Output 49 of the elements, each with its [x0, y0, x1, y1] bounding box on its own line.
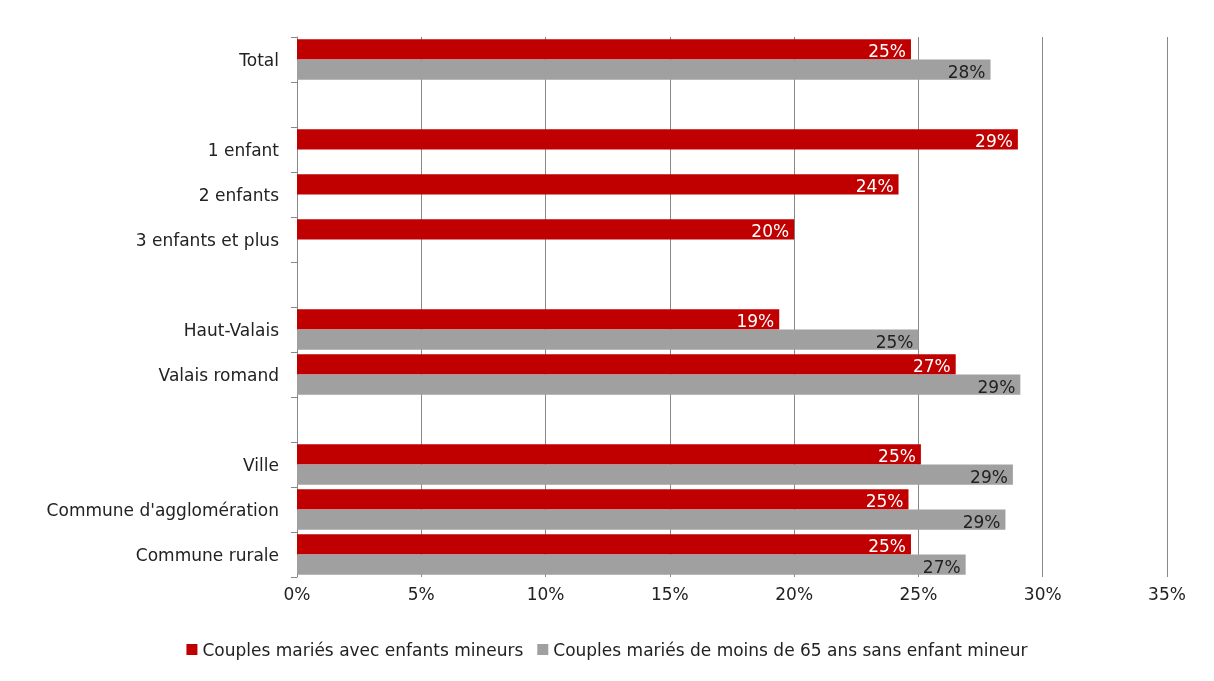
- x-tick-label: 25%: [899, 583, 938, 604]
- data-label: 25%: [875, 331, 914, 352]
- data-label: 29%: [962, 511, 1001, 532]
- data-label: 27%: [922, 556, 961, 577]
- y-tick-label: Haut-Valais: [183, 319, 280, 340]
- data-label: 29%: [970, 466, 1008, 487]
- y-tick-label: 3 enfants et plus: [135, 229, 280, 250]
- bar: [297, 354, 956, 375]
- bar: [297, 489, 909, 510]
- x-tick-label: 35%: [1148, 583, 1186, 604]
- data-label: 19%: [736, 311, 775, 332]
- y-tick-label: Valais romand: [158, 364, 279, 385]
- x-tick-label: 20%: [775, 583, 814, 604]
- data-label: 29%: [975, 131, 1013, 152]
- data-label: 25%: [868, 536, 906, 557]
- x-tick-label: 30%: [1023, 583, 1062, 604]
- bar: [297, 329, 919, 350]
- legend-label: Couples mariés de moins de 65 ans sans enfant mineur: [553, 639, 1028, 660]
- legend-label: Couples mariés avec enfants mineurs: [202, 639, 524, 660]
- bar: [297, 129, 1018, 150]
- bar: [297, 444, 921, 465]
- bar: [297, 39, 911, 60]
- y-tick-label: Ville: [243, 454, 279, 475]
- bar: [297, 509, 1006, 530]
- y-tick-label: 2 enfants: [198, 184, 280, 205]
- bar: [297, 554, 966, 575]
- data-label: 24%: [855, 176, 894, 197]
- y-tick-label: Total: [238, 49, 279, 70]
- bar: [297, 174, 899, 195]
- data-label: 28%: [947, 61, 986, 82]
- bar: [297, 59, 991, 80]
- data-label: 27%: [912, 356, 951, 377]
- bar: [297, 219, 795, 240]
- x-tick-label: 0%: [283, 583, 311, 604]
- data-label: 20%: [751, 221, 790, 242]
- bar: [297, 464, 1013, 485]
- data-label: 25%: [868, 41, 906, 62]
- y-tick-label: 1 enfant: [207, 139, 280, 160]
- x-tick-label: 15%: [650, 583, 689, 604]
- data-label: 25%: [878, 446, 916, 467]
- y-tick-label: Commune rurale: [135, 544, 279, 565]
- x-tick-label: 10%: [526, 583, 565, 604]
- bar: [297, 309, 780, 330]
- data-label: 25%: [865, 491, 904, 512]
- x-tick-label: 5%: [407, 583, 435, 604]
- bar: [297, 374, 1021, 395]
- data-label: 29%: [977, 376, 1016, 397]
- bar: [297, 534, 911, 555]
- y-tick-label: Commune d'agglomération: [46, 499, 279, 520]
